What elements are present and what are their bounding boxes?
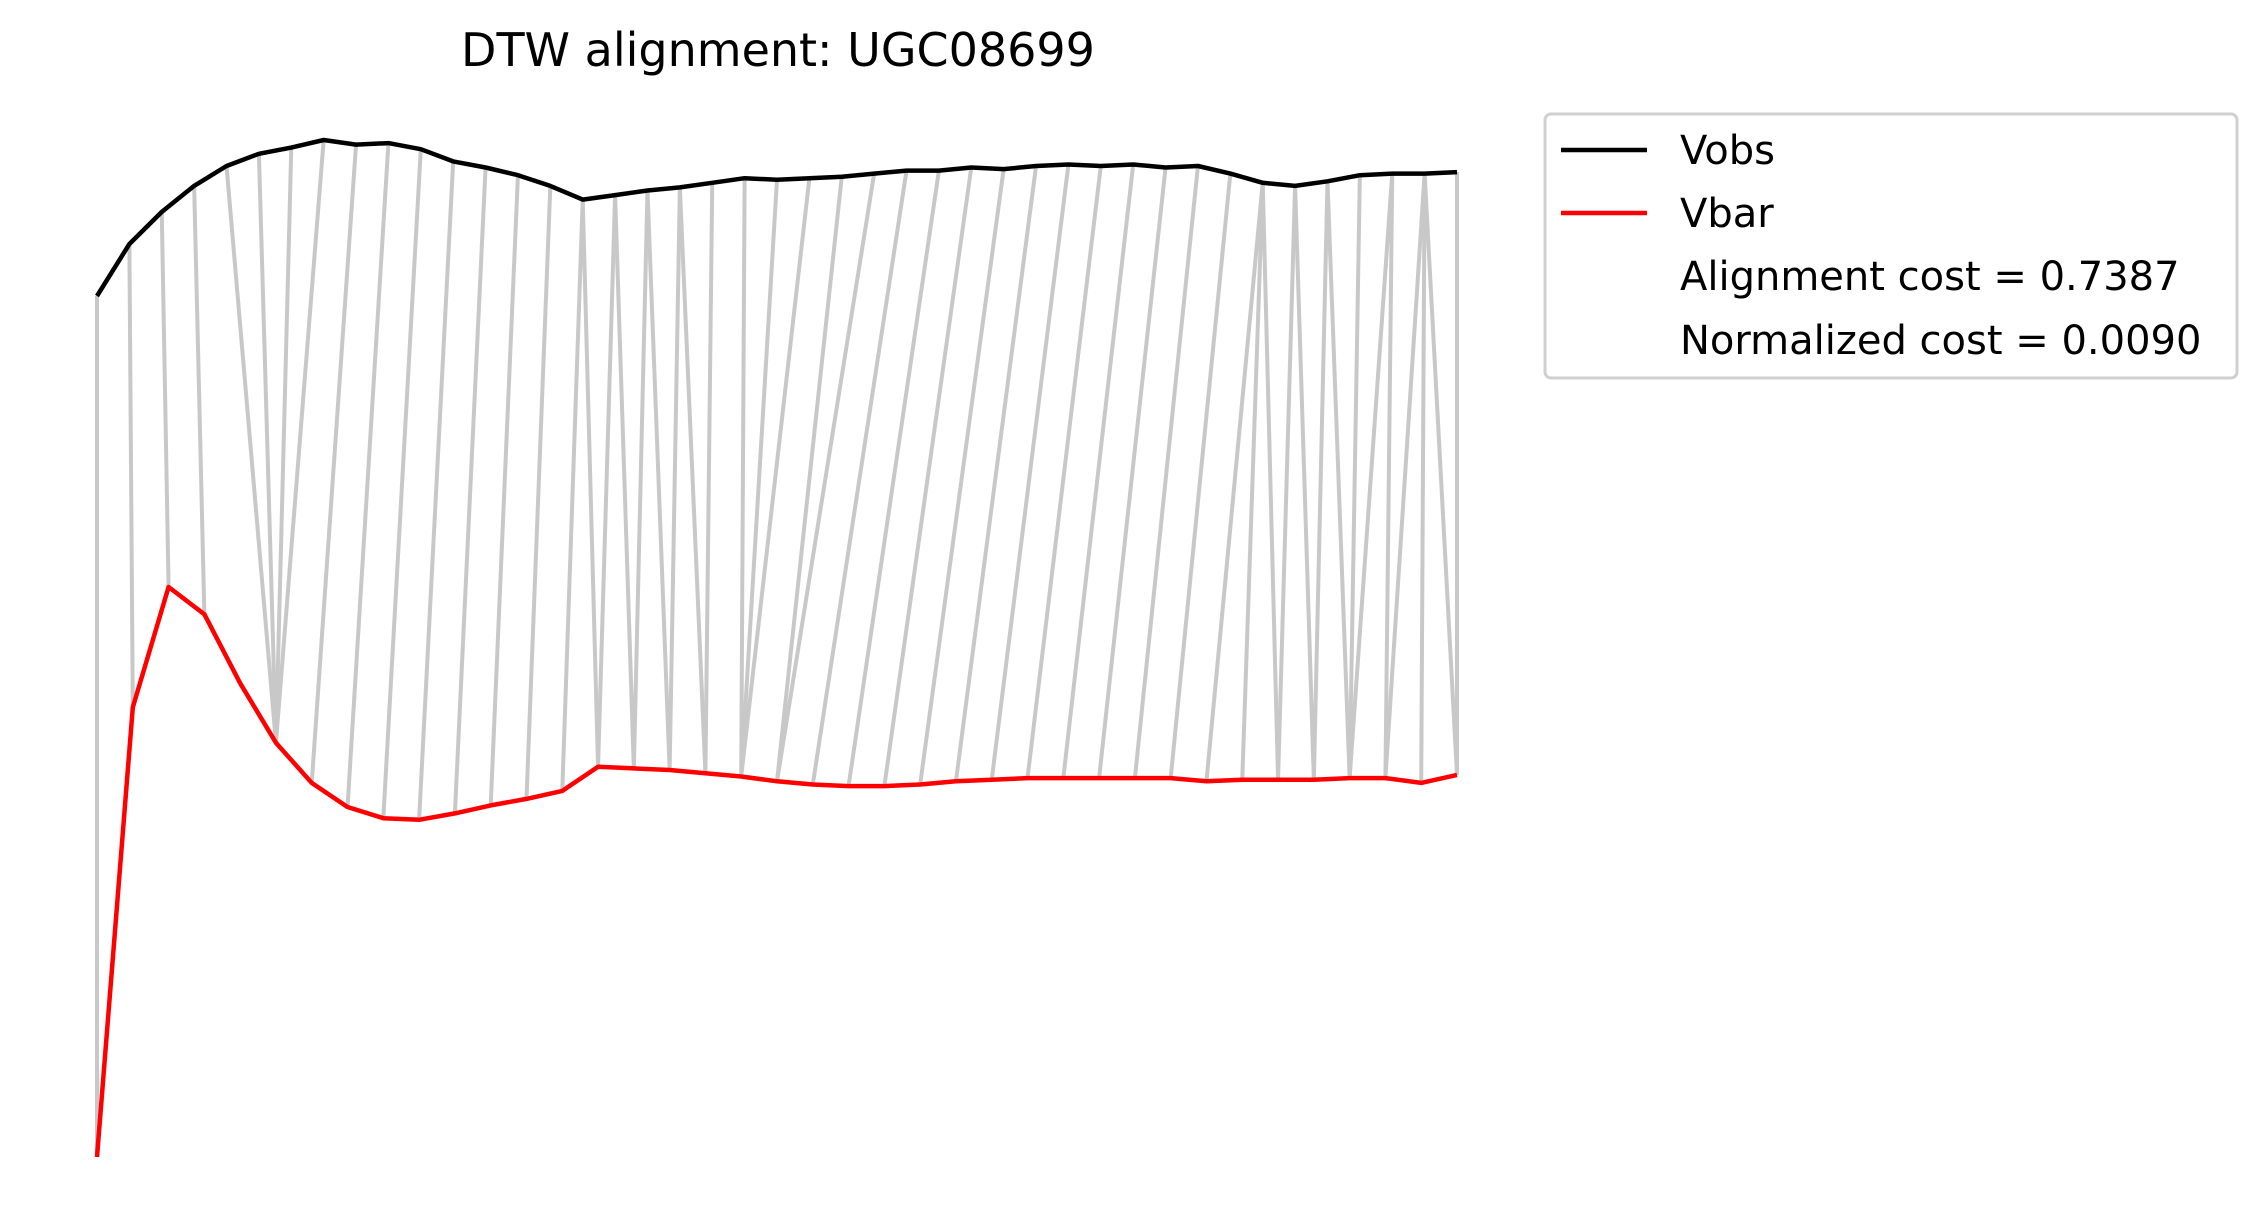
alignment-connector bbox=[775, 176, 844, 782]
alignment-connector bbox=[345, 142, 391, 808]
alignment-connector bbox=[613, 194, 636, 769]
alignment-connector bbox=[309, 144, 359, 784]
alignment-connector bbox=[1025, 165, 1103, 779]
alignment-connector bbox=[452, 167, 488, 814]
alignment-connector bbox=[1419, 173, 1427, 783]
alignment-connector bbox=[882, 167, 974, 787]
alignment-connector bbox=[1383, 173, 1395, 779]
alignment-connector bbox=[739, 178, 747, 777]
alignment-connector bbox=[580, 199, 601, 767]
alignment-connector bbox=[1293, 185, 1316, 780]
alignment-connector bbox=[1204, 182, 1265, 782]
legend: Vobs Vbar Alignment cost = 0.7387 Normalize… bbox=[1543, 112, 2239, 380]
chart-title: DTW alignment: UGC08699 bbox=[461, 23, 1095, 77]
alignment-connector bbox=[1347, 175, 1362, 779]
alignment-connector bbox=[739, 178, 812, 777]
alignment-connector bbox=[918, 168, 1006, 785]
legend-label: Normalized cost = 0.0090 bbox=[1680, 318, 2201, 364]
alignment-connector bbox=[953, 165, 1039, 782]
alignment-connector bbox=[667, 187, 682, 771]
alignment-connector bbox=[127, 243, 135, 708]
alignment-connector bbox=[677, 187, 708, 774]
alignment-connector bbox=[1325, 181, 1352, 779]
alignment-connector bbox=[1097, 167, 1168, 779]
alignment-connector bbox=[256, 153, 278, 743]
alignment-connector bbox=[381, 149, 423, 819]
series-lines bbox=[94, 137, 1458, 1158]
alignment-connector bbox=[775, 173, 877, 782]
alignment-connector bbox=[739, 179, 779, 777]
alignment-connector bbox=[1347, 173, 1395, 779]
legend-label: Vbar bbox=[1680, 191, 1774, 237]
series-line-vobs bbox=[95, 137, 1458, 298]
alignment-connector bbox=[192, 185, 207, 615]
alignment-connector bbox=[1276, 185, 1298, 780]
alignment-connector bbox=[159, 211, 171, 588]
alignment-connector bbox=[1061, 164, 1136, 779]
alignment-connectors bbox=[95, 139, 1459, 1157]
alignment-connector bbox=[1260, 182, 1281, 780]
alignment-connector bbox=[273, 147, 294, 743]
alignment-connector bbox=[645, 190, 672, 771]
alignment-connector bbox=[524, 185, 553, 800]
alignment-connector bbox=[1132, 165, 1200, 779]
alignment-connector bbox=[631, 190, 650, 769]
alignment-connector bbox=[417, 161, 456, 820]
alignment-connector bbox=[846, 170, 941, 787]
alignment-connector bbox=[224, 165, 278, 743]
alignment-connector bbox=[989, 164, 1071, 780]
alignment-connector bbox=[1383, 173, 1427, 779]
legend-label: Vobs bbox=[1680, 128, 1775, 174]
series-line-vbar bbox=[94, 584, 1458, 1158]
alignment-connector bbox=[560, 199, 585, 791]
alignment-connector bbox=[810, 170, 909, 785]
alignment-connector bbox=[1168, 173, 1233, 779]
legend-box bbox=[1543, 112, 2239, 380]
alignment-connector bbox=[703, 182, 715, 774]
alignment-connector bbox=[1240, 182, 1265, 780]
alignment-connector bbox=[1311, 181, 1330, 780]
alignment-connector bbox=[1422, 173, 1459, 775]
alignment-connector bbox=[273, 139, 326, 743]
legend-label: Alignment cost = 0.7387 bbox=[1680, 254, 2180, 300]
alignment-connector bbox=[488, 175, 520, 806]
alignment-connector bbox=[596, 194, 618, 767]
